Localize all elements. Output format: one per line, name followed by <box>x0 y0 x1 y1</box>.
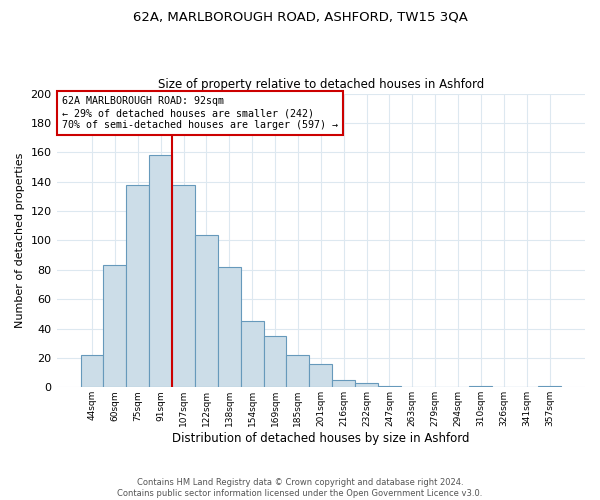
Bar <box>172 184 195 388</box>
Text: 62A, MARLBOROUGH ROAD, ASHFORD, TW15 3QA: 62A, MARLBOROUGH ROAD, ASHFORD, TW15 3QA <box>133 10 467 23</box>
Bar <box>469 386 493 388</box>
Bar <box>218 267 241 388</box>
Bar <box>538 386 561 388</box>
Bar <box>355 383 378 388</box>
Text: 62A MARLBOROUGH ROAD: 92sqm
← 29% of detached houses are smaller (242)
70% of se: 62A MARLBOROUGH ROAD: 92sqm ← 29% of det… <box>62 96 338 130</box>
Bar <box>310 364 332 388</box>
Bar <box>378 386 401 388</box>
Bar <box>80 355 103 388</box>
Bar <box>149 155 172 388</box>
Title: Size of property relative to detached houses in Ashford: Size of property relative to detached ho… <box>158 78 484 91</box>
X-axis label: Distribution of detached houses by size in Ashford: Distribution of detached houses by size … <box>172 432 470 445</box>
Bar <box>263 336 286 388</box>
Bar <box>332 380 355 388</box>
Bar <box>286 355 310 388</box>
Bar <box>195 234 218 388</box>
Bar <box>241 321 263 388</box>
Bar <box>127 184 149 388</box>
Bar <box>103 266 127 388</box>
Y-axis label: Number of detached properties: Number of detached properties <box>15 152 25 328</box>
Text: Contains HM Land Registry data © Crown copyright and database right 2024.
Contai: Contains HM Land Registry data © Crown c… <box>118 478 482 498</box>
